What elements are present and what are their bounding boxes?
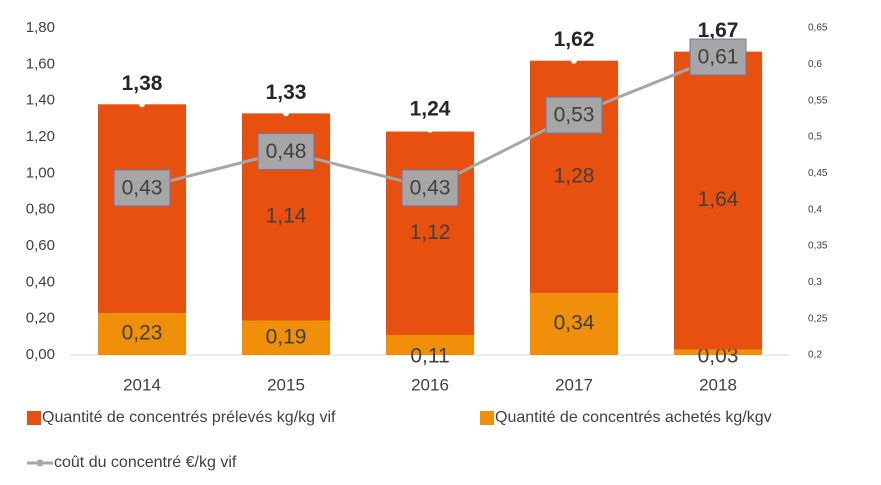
total-marker [571,57,577,64]
y-tick-label: 1,60 [26,55,55,72]
y2-tick-label: 0,25 [808,313,828,324]
line-label: 0,61 [698,46,739,69]
line-label: 0,43 [410,176,451,199]
total-label: 1,33 [266,81,307,104]
line-label-box [401,169,459,207]
y2-tick-label: 0,6 [808,59,822,70]
bar-segment [98,313,186,355]
y2-tick-label: 0,4 [808,204,822,215]
value-label: 0,23 [122,322,163,345]
line-label-box [545,96,603,134]
value-label: 1,14 [266,204,307,227]
y-tick-label: 1,80 [26,19,55,36]
legend-label: Quantité de concentrés prélevés kg/kg vi… [42,409,336,426]
legend-swatch [27,411,41,425]
total-label: 1,62 [554,28,595,51]
y-tick-label: 1,40 [26,92,55,109]
y-tick-label: 1,00 [26,164,55,181]
bar-segment [386,335,474,355]
x-tick-label: 2016 [411,375,449,394]
y-tick-label: 1,20 [26,128,55,145]
total-label: 1,38 [122,72,163,95]
x-tick-label: 2015 [267,375,305,394]
bar-segment [530,293,618,355]
total-label: 1,24 [410,97,451,120]
y-tick-label: 0,60 [26,237,55,254]
y2-tick-label: 0,35 [808,241,828,252]
bar-segment [98,104,186,314]
line-label: 0,53 [554,104,595,127]
value-label: 0,34 [554,312,595,335]
y-tick-label: 0,00 [26,346,55,363]
line-label-box [113,169,171,207]
y-tick-label: 0,80 [26,201,55,218]
total-marker [427,126,433,133]
y2-tick-label: 0,45 [808,168,828,179]
value-label: 0,11 [410,345,449,368]
line-label-box [257,133,315,171]
bar-segment [242,320,330,355]
line-label: 0,48 [266,140,307,163]
total-marker [283,110,289,117]
bar-segment [674,349,762,355]
y2-tick-label: 0,5 [808,132,822,143]
y2-tick-label: 0,2 [808,350,822,361]
value-label: 1,12 [410,221,451,244]
total-label: 1,67 [698,19,739,42]
legend-marker [36,459,44,467]
bar-segment [386,131,474,336]
line-label: 0,43 [122,176,163,199]
legend-swatch [480,411,494,425]
y2-tick-label: 0,55 [808,95,828,106]
y-tick-label: 0,20 [26,310,55,327]
total-marker [139,101,145,108]
value-label: 1,28 [554,165,595,188]
legend-label: Quantité de concentrés achetés kg/kgv [495,409,772,426]
legend-label: coût du concentré €/kg vif [54,454,237,471]
y2-tick-label: 0,3 [808,277,822,288]
y2-tick-label: 0,65 [808,23,828,34]
x-tick-label: 2014 [123,375,161,394]
value-label: 1,64 [698,188,739,211]
line-label-box [689,38,747,76]
x-tick-label: 2018 [699,375,737,394]
value-label: 0,19 [266,325,307,348]
x-tick-label: 2017 [555,375,593,394]
y-tick-label: 0,40 [26,273,55,290]
value-label: 0,03 [698,345,739,368]
bar-segment [674,51,762,350]
